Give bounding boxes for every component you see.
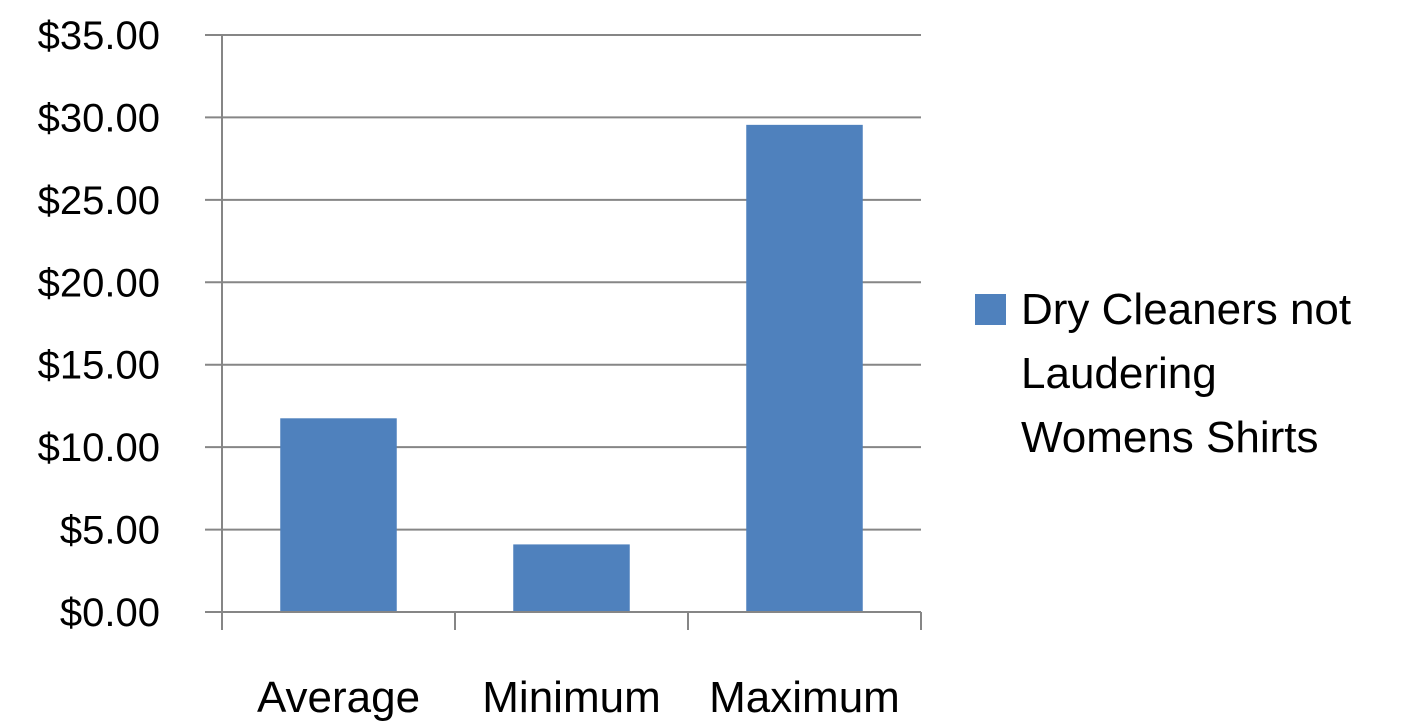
y-tick-label: $35.00 <box>38 14 160 58</box>
y-tick-label: $25.00 <box>38 179 160 223</box>
y-tick-label: $10.00 <box>38 426 160 470</box>
bar-maximum <box>746 124 863 613</box>
x-category-label: Average <box>257 673 420 722</box>
bars <box>280 124 863 613</box>
y-tick-label: $20.00 <box>38 261 160 305</box>
axes <box>221 35 922 630</box>
legend-swatch <box>975 294 1006 325</box>
x-category-label: Maximum <box>709 673 900 722</box>
y-tick-label: $30.00 <box>38 96 160 140</box>
y-axis-tick-labels: $0.00 $5.00 $10.00 $15.00 $20.00 $25.00 $30.00… <box>38 14 160 635</box>
bar-average <box>280 418 397 612</box>
bar-minimum <box>513 544 630 612</box>
y-tick-label: $5.00 <box>60 509 160 553</box>
y-tick-label: $0.00 <box>60 591 160 635</box>
legend-label: Dry Cleaners not Laudering Womens Shirts <box>1021 285 1352 462</box>
x-category-label: Minimum <box>482 673 660 722</box>
y-tick-label: $15.00 <box>38 344 160 388</box>
x-axis-category-labels: Average Minimum Maximum <box>257 673 900 722</box>
